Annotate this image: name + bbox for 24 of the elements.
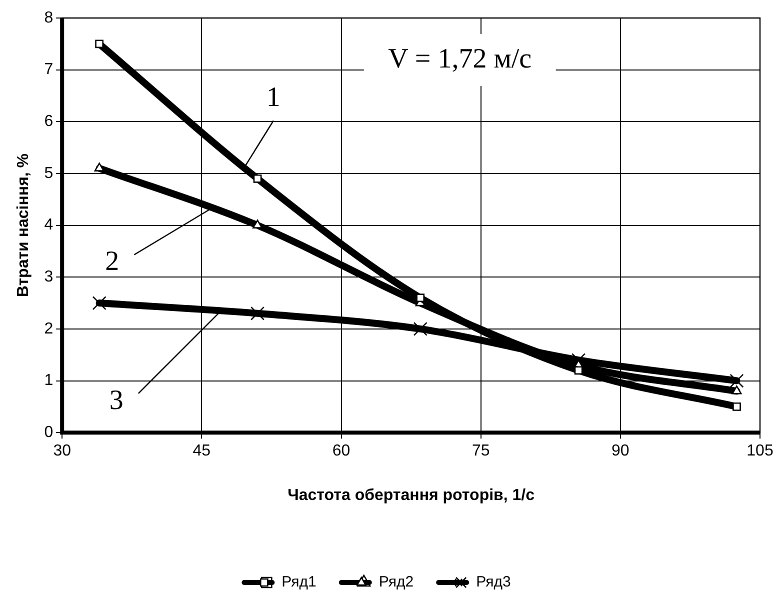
x-tick-label: 60 (332, 442, 350, 460)
annotation: 3 (109, 384, 124, 416)
x-tick-label: 90 (612, 442, 630, 460)
annotation: 1 (266, 82, 280, 114)
legend-label: Ряд2 (378, 574, 414, 591)
y-tick-label: 8 (44, 9, 54, 26)
annotation: 2 (105, 246, 120, 278)
y-tick-label: 6 (44, 113, 54, 130)
x-tick-label: 105 (746, 442, 774, 460)
y-tick-label: 1 (44, 372, 54, 390)
y-tick-label: 2 (44, 320, 54, 338)
y-axis-title: Втрати насіння, % (15, 153, 32, 298)
x-tick-label: 75 (472, 442, 490, 460)
y-tick-label: 4 (44, 216, 54, 234)
x-axis-title: Частота обертання роторів, 1/с (288, 486, 535, 504)
y-tick-label: 0 (44, 424, 54, 442)
x-tick-label: 30 (53, 442, 72, 460)
y-tick-label: 7 (44, 61, 54, 78)
y-tick-label: 3 (44, 268, 54, 286)
legend-label: Ряд3 (476, 574, 511, 591)
x-tick-label: 45 (192, 442, 211, 460)
y-tick-label: 5 (44, 164, 54, 182)
annotation: V = 1,72 м/с (388, 43, 532, 74)
legend-label: Ряд1 (282, 574, 316, 591)
